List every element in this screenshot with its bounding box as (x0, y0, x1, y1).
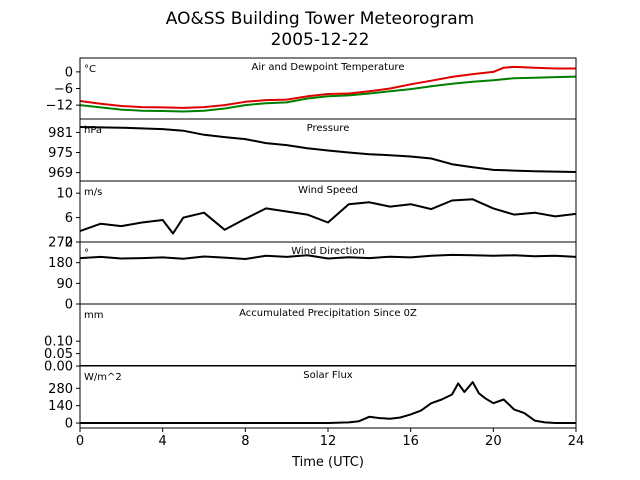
wind_speed-unit-label: m/s (84, 187, 102, 198)
pressure-ytick-label: 981 (48, 126, 73, 141)
xtick-label: 8 (241, 434, 249, 449)
xtick-label: 20 (485, 434, 502, 449)
panel-solar: 280 140 0 W/m^2 Solar Flux (48, 365, 577, 432)
xtick-label: 12 (320, 434, 337, 449)
precipitation-unit-label: mm (84, 310, 103, 321)
panel-pressure: 981 975 969 hPa Pressure (48, 118, 577, 182)
wind_speed-ytick-label: 10 (56, 187, 73, 202)
figure-subtitle: 2005-12-22 (271, 30, 370, 50)
temperature-ytick-label: −6 (54, 82, 73, 97)
pressure-unit-label: hPa (84, 125, 102, 136)
wind_direction-unit-label: ° (84, 248, 89, 259)
temperature-panel-title: Air and Dewpoint Temperature (252, 62, 405, 73)
pressure-ytick-label: 975 (48, 146, 73, 161)
temperature-ytick-label: −12 (46, 99, 73, 114)
temperature-ytick-label: 0 (65, 65, 73, 80)
precipitation-ytick-label: 0.05 (44, 347, 73, 362)
wind_direction-ytick-label: 270 (48, 236, 73, 251)
panel-temperature: 0 −6 −12 °C Air and Dewpoint Temperature (46, 57, 577, 120)
panel-wind_direction: 270 180 90 0 ° Wind Direction (48, 236, 577, 313)
xtick-label: 4 (159, 434, 167, 449)
xtick-label: 0 (76, 434, 84, 449)
temperature-series-line-1 (80, 75, 576, 113)
precipitation-panel-title: Accumulated Precipitation Since 0Z (239, 308, 417, 319)
wind_direction-ytick-label: 90 (56, 277, 73, 292)
temperature-unit-label: °C (84, 64, 96, 75)
xtick-label: 16 (402, 434, 419, 449)
wind_direction-panel-title: Wind Direction (291, 246, 365, 257)
solar-ytick-label: 0 (65, 417, 73, 432)
solar-ytick-label: 140 (48, 399, 73, 414)
solar-panel-title: Solar Flux (303, 370, 353, 381)
pressure-ytick-label: 969 (48, 166, 73, 181)
wind_direction-ytick-label: 180 (48, 256, 73, 271)
solar-ytick-label: 280 (48, 382, 73, 397)
precipitation-ytick-label: 0.10 (44, 335, 73, 350)
precipitation-ytick-label: 0.00 (44, 360, 73, 375)
panel-precipitation: 0.100.050.00 mm Accumulated Precipitation … (44, 303, 577, 375)
wind_direction-ytick-label: 0 (65, 298, 73, 313)
x-axis: 0 4 8 12 16 20 24 (76, 428, 584, 449)
pressure-series-line-0 (80, 126, 576, 173)
panel-wind_speed: 10 6 2 m/s Wind Speed (56, 180, 577, 251)
temperature-series-line-0 (80, 65, 576, 109)
wind_direction-series-line-0 (80, 253, 576, 260)
xtick-label: 24 (568, 434, 585, 449)
figure-title: AO&SS Building Tower Meteorogram (166, 9, 474, 29)
x-axis-label: Time (UTC) (291, 455, 364, 470)
wind_speed-series-line-0 (80, 198, 576, 235)
wind_speed-ytick-label: 2 (65, 236, 73, 251)
panels: 0−6−12°C Air and Dewpoint Temperature9819… (44, 57, 577, 432)
solar-unit-label: W/m^2 (84, 372, 122, 383)
wind_speed-ytick-label: 6 (65, 211, 73, 226)
wind_speed-panel-title: Wind Speed (298, 185, 358, 196)
solar-series-line-0 (80, 381, 576, 424)
pressure-panel-title: Pressure (307, 123, 350, 134)
